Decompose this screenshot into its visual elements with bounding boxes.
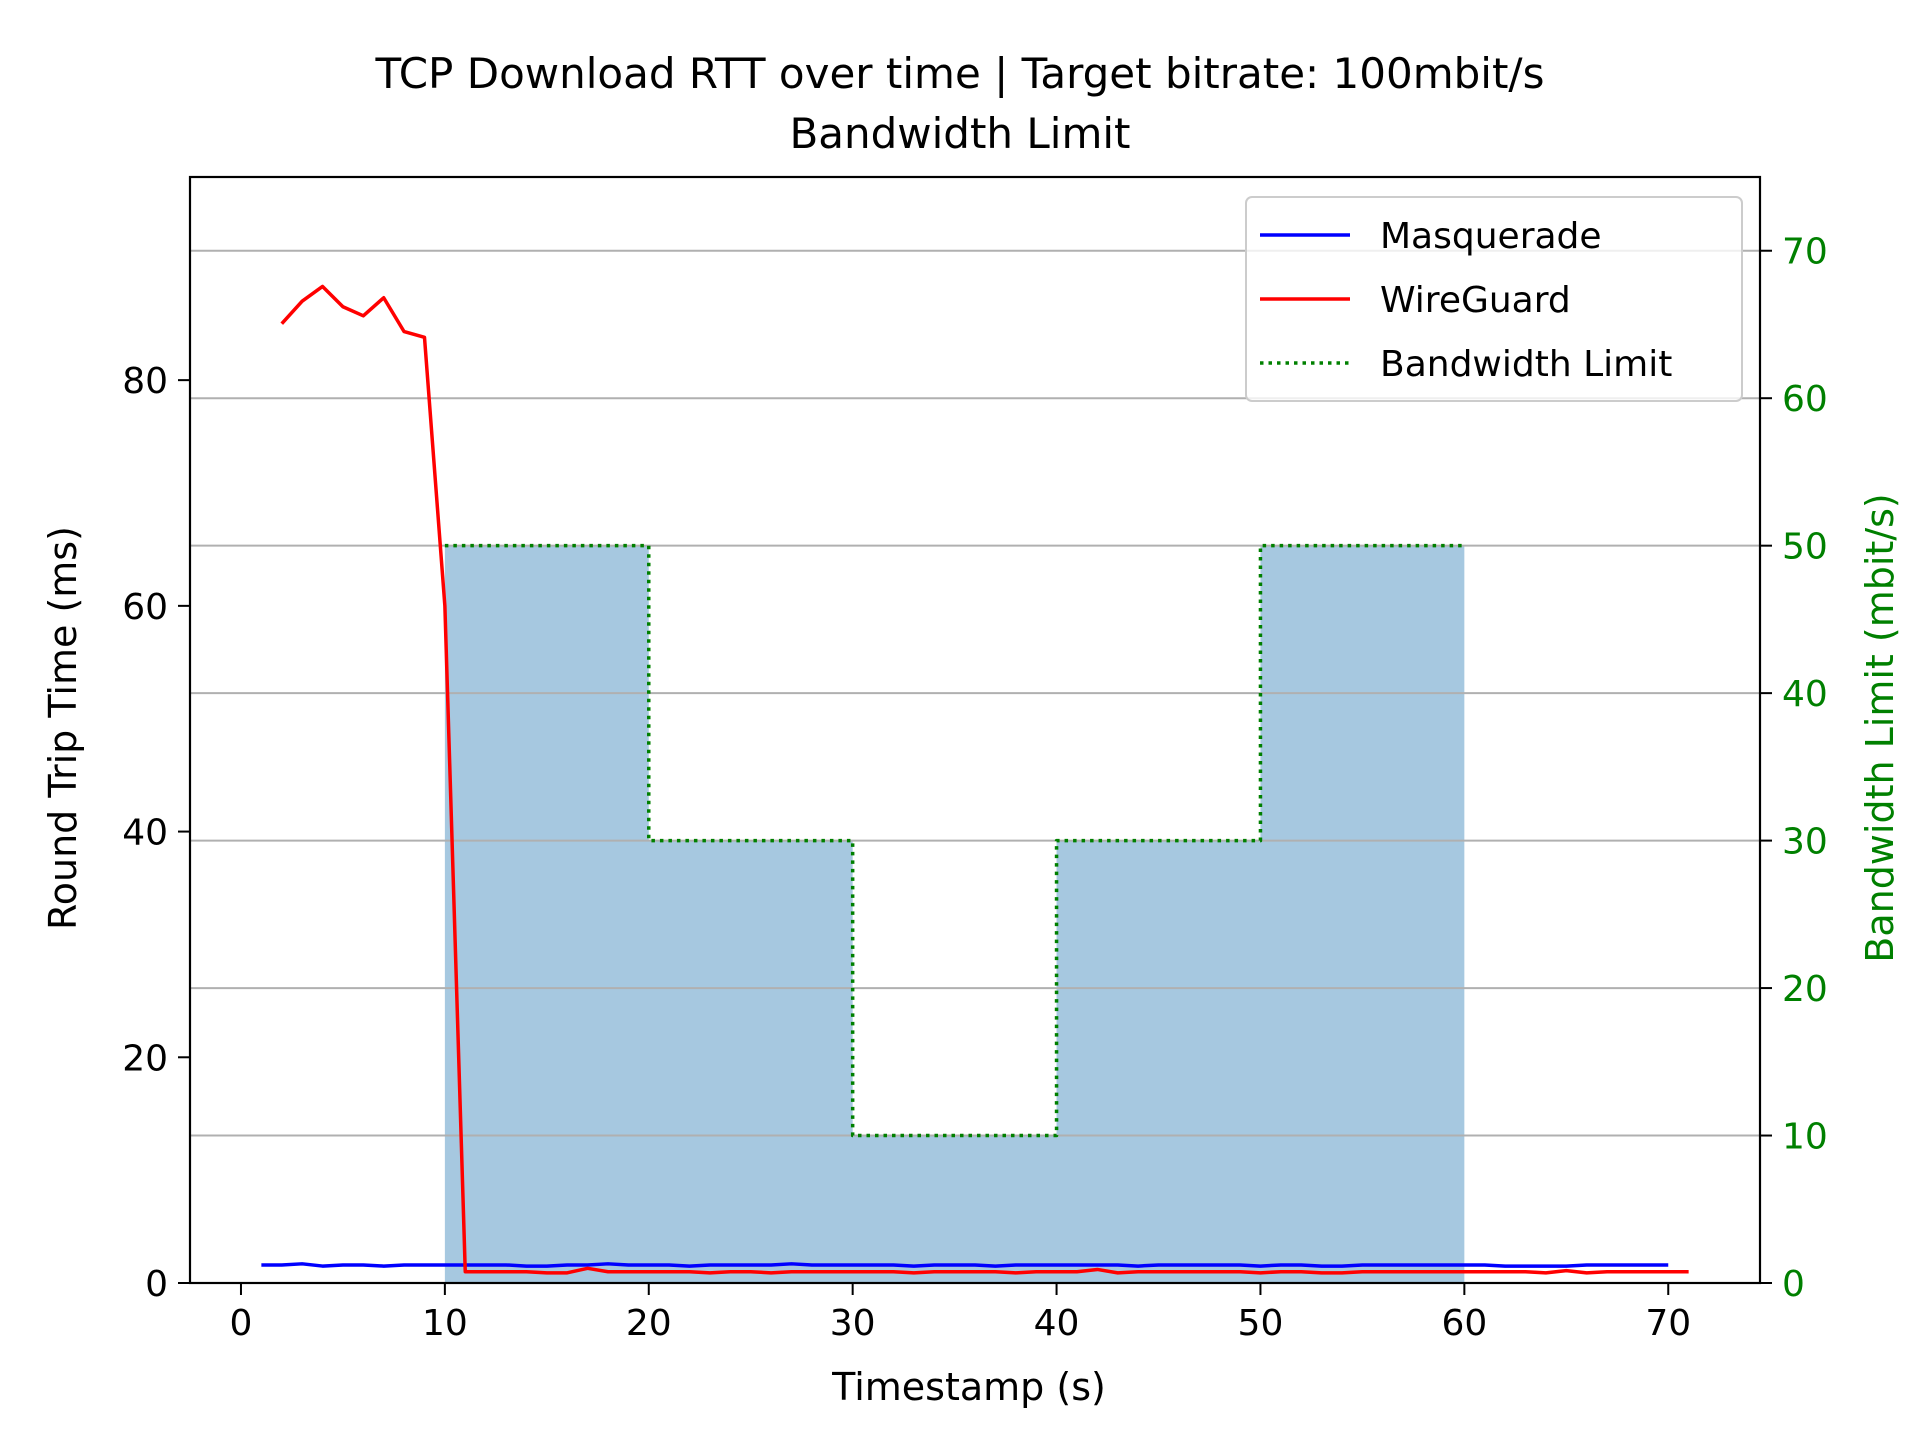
y2-tick-label: 60 <box>1782 379 1828 420</box>
legend-label: Bandwidth Limit <box>1380 344 1672 385</box>
x-tick-label: 40 <box>1034 1303 1080 1344</box>
legend-box <box>1245 196 1743 402</box>
legend: Masquerade WireGuard Bandwidth Limit <box>1245 196 1743 402</box>
y-tick-label: 60 <box>122 587 168 628</box>
x-tick-label: 0 <box>230 1303 253 1344</box>
y2-tick-label: 10 <box>1782 1117 1828 1158</box>
legend-label: WireGuard <box>1380 280 1571 321</box>
axes-layer: 0 10 20 30 40 50 60 70 0 20 40 60 80 0 10 20 30 40 50 60 70 <box>122 175 1828 1344</box>
y-tick-label: 40 <box>122 813 168 854</box>
y-tick-label: 20 <box>122 1038 168 1079</box>
y-axis-label: Round Trip Time (ms) <box>41 526 85 930</box>
legend-label: Masquerade <box>1380 216 1602 257</box>
chart-title: TCP Download RTT over time | Target bitr… <box>375 49 1545 98</box>
grid-layer <box>190 249 1760 1137</box>
x-tick-label: 50 <box>1238 1303 1284 1344</box>
x-axis-label: Timestamp (s) <box>831 1365 1106 1409</box>
plot-frame <box>188 175 1762 1285</box>
x-tick-label: 70 <box>1645 1303 1691 1344</box>
y2-tick-label: 70 <box>1782 232 1828 273</box>
y-tick-label: 80 <box>122 361 168 402</box>
y-tick-label: 0 <box>145 1264 168 1305</box>
series-layer <box>261 284 1689 1275</box>
series-line-3 <box>444 543 1465 1138</box>
series-line-1 <box>261 1262 1669 1268</box>
y2-axis-label: Bandwidth Limit (mbit/s) <box>1858 493 1902 963</box>
x-tick-label: 60 <box>1441 1303 1487 1344</box>
x-tick-label: 20 <box>626 1303 672 1344</box>
y2-tick-label: 20 <box>1782 969 1828 1010</box>
chart-subtitle: Bandwidth Limit <box>789 109 1130 158</box>
y2-tick-label: 40 <box>1782 674 1828 715</box>
y2-tick-label: 50 <box>1782 527 1828 568</box>
y2-tick-label: 0 <box>1782 1264 1805 1305</box>
series-line-2 <box>280 284 1689 1275</box>
x-tick-label: 10 <box>422 1303 468 1344</box>
y2-tick-label: 30 <box>1782 822 1828 863</box>
bandwidth-fill-area <box>444 545 1465 1283</box>
x-tick-label: 30 <box>830 1303 876 1344</box>
fill-area-layer <box>444 545 1465 1283</box>
